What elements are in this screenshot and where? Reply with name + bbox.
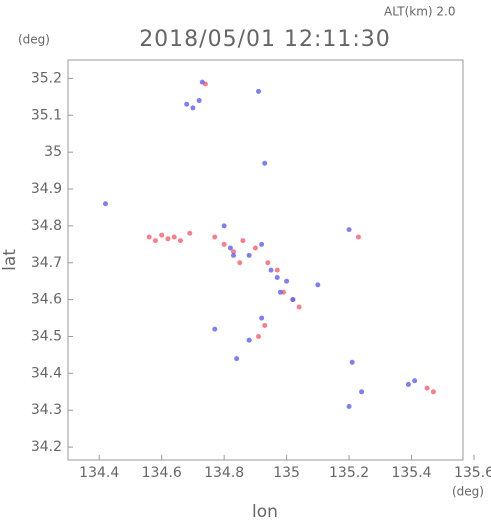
radar-echo	[240, 238, 246, 244]
radar-echo	[259, 315, 265, 321]
radar-echo	[231, 252, 237, 258]
x-tick-label: 135.4	[391, 465, 431, 481]
y-unit: (deg)	[18, 33, 50, 47]
radar-echo	[196, 98, 202, 104]
radar-echo	[237, 260, 243, 266]
x-tick-label: 134.8	[204, 465, 244, 481]
y-tick-label: 34.6	[31, 292, 62, 308]
radar-echo	[268, 267, 274, 273]
y-tick-label: 34.3	[31, 402, 62, 418]
radar-echo	[296, 304, 302, 310]
radar-echo	[412, 378, 418, 384]
x-unit: (deg)	[452, 485, 484, 499]
radar-echo	[274, 267, 280, 273]
radar-echo	[349, 359, 355, 365]
radar-echo	[430, 389, 436, 395]
y-tick-label: 34.4	[31, 365, 62, 381]
radar-echo	[199, 79, 205, 85]
radar-echo	[252, 245, 258, 251]
radar-echo	[315, 282, 321, 288]
x-tick-label: 134.4	[79, 465, 119, 481]
x-tick-label: 135.2	[329, 465, 369, 481]
radar-echo	[190, 105, 196, 111]
radar-echo	[227, 245, 233, 251]
radar-echo	[187, 230, 193, 236]
radar-echo	[246, 337, 252, 343]
radar-echo	[234, 356, 240, 362]
radar-echo	[256, 333, 262, 339]
y-tick-label: 34.9	[31, 181, 62, 197]
y-tick-label: 34.2	[31, 439, 62, 455]
y-tick-label: 35.1	[31, 107, 62, 123]
radar-echo	[424, 385, 430, 391]
radar-echo	[284, 278, 290, 284]
radar-echo	[102, 201, 108, 207]
radar-echo	[165, 236, 171, 242]
radar-echo	[346, 404, 352, 410]
y-tick-label: 35	[44, 144, 62, 160]
radar-echo	[290, 297, 296, 303]
radar-echo	[246, 252, 252, 258]
radar-echo	[221, 241, 227, 247]
radar-echo	[274, 275, 280, 281]
y-axis-label: lat	[0, 249, 20, 271]
radar-echo	[355, 234, 361, 240]
radar-echo	[346, 227, 352, 233]
radar-echo	[359, 389, 365, 395]
x-tick-label: 135.6	[454, 465, 491, 481]
radar-echo	[277, 289, 283, 295]
radar-echo	[256, 88, 262, 94]
radar-echo	[171, 234, 177, 240]
y-tick-label: 35.2	[31, 70, 62, 86]
y-tick-label: 34.5	[31, 328, 62, 344]
x-tick-label: 134.6	[142, 465, 182, 481]
radar-echo	[265, 260, 271, 266]
radar-echo	[152, 238, 158, 244]
radar-echo	[212, 326, 218, 332]
chart-title: 2018/05/01 12:11:30	[139, 27, 391, 52]
y-tick-label: 34.8	[31, 218, 62, 234]
radar-echo	[212, 234, 218, 240]
x-tick-label: 135	[273, 465, 300, 481]
radar-echo	[262, 160, 268, 166]
radar-echo	[177, 238, 183, 244]
radar-echo	[159, 232, 165, 238]
subtitle: ALT(km) 2.0	[384, 5, 455, 19]
radar-echo	[262, 322, 268, 328]
plot-frame	[67, 59, 464, 461]
radar-echo	[146, 234, 152, 240]
radar-echo	[405, 381, 411, 387]
x-axis-label: lon	[252, 502, 278, 521]
radar-echo	[259, 241, 265, 247]
radar-echo	[231, 249, 237, 255]
y-tick-label: 34.7	[31, 255, 62, 271]
radar-echo	[221, 223, 227, 229]
radar-echo	[184, 101, 190, 107]
